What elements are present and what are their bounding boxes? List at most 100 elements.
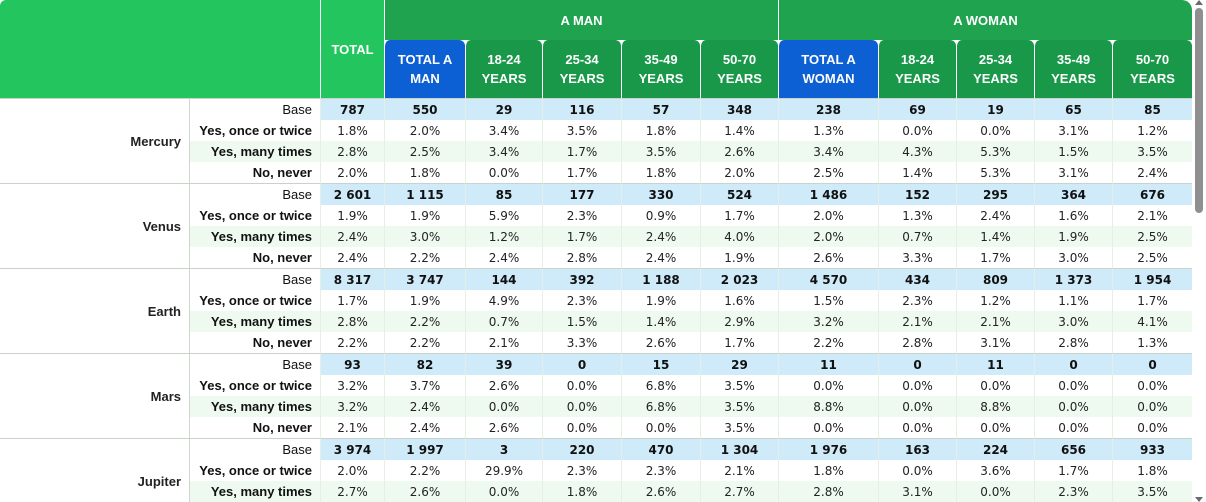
table-cell: 224 — [956, 438, 1034, 460]
table-cell: 1.2% — [465, 226, 542, 247]
header-man-25-34[interactable]: 25-34 YEARS — [542, 40, 621, 98]
table-cell: 1.5% — [778, 290, 878, 311]
table-row: Yes, once or twice 1.7% 1.9% 4.9% 2.3% 1.9% 1.… — [0, 290, 1192, 311]
table-cell: 29.9% — [465, 460, 542, 481]
table-cell: 2.1% — [878, 311, 956, 332]
table-cell: 3.4% — [465, 141, 542, 162]
scroll-up-icon[interactable] — [1195, 0, 1203, 5]
table-cell: 2.0% — [320, 162, 384, 183]
table-cell: 2.2% — [320, 332, 384, 353]
table-cell: 1.7% — [956, 247, 1034, 268]
table-cell: 1.7% — [542, 226, 621, 247]
header-woman-25-34[interactable]: 25-34 YEARS — [956, 40, 1034, 98]
table-cell: 0.0% — [778, 375, 878, 396]
table-cell: 6.8% — [621, 396, 700, 417]
table-cell: 1.5% — [542, 311, 621, 332]
table-cell: 0.0% — [1112, 396, 1192, 417]
table-cell: 6.8% — [621, 375, 700, 396]
header-woman-35-49[interactable]: 35-49 YEARS — [1034, 40, 1112, 98]
table-row: Yes, many times 2.4% 3.0% 1.2% 1.7% 2.4% 4.0% 2… — [0, 226, 1192, 247]
planet-group-label: Venus — [0, 183, 190, 268]
table-cell: 3.5% — [700, 375, 778, 396]
table-cell: 2.2% — [384, 332, 465, 353]
table-cell: 1.8% — [778, 460, 878, 481]
table-cell: 0.9% — [621, 205, 700, 226]
table-cell: 3.5% — [1112, 481, 1192, 502]
table-cell: 3.1% — [1034, 162, 1112, 183]
table-cell: 1.9% — [621, 290, 700, 311]
table-cell: 3.5% — [542, 120, 621, 141]
scroll-down-icon[interactable] — [1195, 497, 1203, 502]
table-cell: 5.9% — [465, 205, 542, 226]
table-cell: 4 570 — [778, 268, 878, 290]
table-cell: 3.5% — [700, 417, 778, 438]
header-total-man[interactable]: TOTAL A MAN — [384, 40, 465, 98]
base-row-label: Base — [190, 268, 320, 290]
table-cell: 1.7% — [1034, 460, 1112, 481]
table-cell: 0.0% — [878, 460, 956, 481]
table-cell: 2.2% — [384, 460, 465, 481]
header-group-woman[interactable]: A WOMAN — [778, 0, 1192, 40]
table-cell: 1 997 — [384, 438, 465, 460]
table-row: Yes, once or twice 3.2% 3.7% 2.6% 0.0% 6.8% 3.… — [0, 375, 1192, 396]
table-cell: 1.8% — [384, 162, 465, 183]
table-cell: 0.0% — [956, 481, 1034, 502]
table-row: Yes, many times 2.7% 2.6% 0.0% 1.8% 2.6% 2.7% 2… — [0, 481, 1192, 502]
table-row: Venus Base 2 601 1 115 85 177 330 524 1 486 152 29… — [0, 183, 1192, 268]
table-cell: 0.0% — [878, 417, 956, 438]
vertical-scrollbar[interactable] — [1192, 0, 1206, 502]
table-cell: 4.1% — [1112, 311, 1192, 332]
table-row: No, never 2.4% 2.2% 2.4% 2.8% 2.4% 1.9% 2.6% 3.3… — [0, 247, 1192, 268]
table-cell: 3.4% — [465, 120, 542, 141]
table-cell: 0.0% — [956, 375, 1034, 396]
table-cell: 116 — [542, 98, 621, 120]
header-total[interactable]: TOTAL — [320, 0, 384, 98]
once-or-twice-row-label: Yes, once or twice — [199, 293, 312, 308]
table-cell: 1.3% — [778, 120, 878, 141]
table-cell: 3.6% — [956, 460, 1034, 481]
table-cell: 1.2% — [956, 290, 1034, 311]
table-cell: 29 — [700, 353, 778, 375]
table-cell: 0.0% — [778, 417, 878, 438]
never-row-label: No, never — [252, 420, 312, 435]
table-cell: 15 — [621, 353, 700, 375]
table-cell: 0.0% — [1034, 375, 1112, 396]
table-cell: 163 — [878, 438, 956, 460]
table-cell: 1 304 — [700, 438, 778, 460]
header-woman-50-70[interactable]: 50-70 YEARS — [1112, 40, 1192, 98]
table-cell: 2.6% — [621, 481, 700, 502]
table-cell: 4.3% — [878, 141, 956, 162]
table-cell: 4.0% — [700, 226, 778, 247]
table-cell: 550 — [384, 98, 465, 120]
table-cell: 1 115 — [384, 183, 465, 205]
table-cell: 470 — [621, 438, 700, 460]
table-cell: 1.7% — [320, 290, 384, 311]
table-row: Jupiter Base 3 974 1 997 3 220 470 1 304 1 976 16… — [0, 438, 1192, 502]
header-group-man[interactable]: A MAN — [384, 0, 778, 40]
table-cell: 2.4% — [465, 247, 542, 268]
table-cell: 2.5% — [384, 141, 465, 162]
header-total-woman[interactable]: TOTAL A WOMAN — [778, 40, 878, 98]
table-cell: 0.0% — [1112, 417, 1192, 438]
table-cell: 0 — [1112, 353, 1192, 375]
header-man-50-70[interactable]: 50-70 YEARS — [700, 40, 778, 98]
header-man-18-24[interactable]: 18-24 YEARS — [465, 40, 542, 98]
table-cell: 2.3% — [542, 460, 621, 481]
table-cell: 2.6% — [465, 417, 542, 438]
header-man-35-49[interactable]: 35-49 YEARS — [621, 40, 700, 98]
table-cell: 85 — [1112, 98, 1192, 120]
table-cell: 0.0% — [542, 396, 621, 417]
table-cell: 787 — [320, 98, 384, 120]
scrollbar-thumb[interactable] — [1195, 8, 1203, 213]
table-cell: 524 — [700, 183, 778, 205]
table-cell: 57 — [621, 98, 700, 120]
table-cell: 19 — [956, 98, 1034, 120]
table-cell: 2.3% — [878, 290, 956, 311]
table-cell: 144 — [465, 268, 542, 290]
header-woman-18-24[interactable]: 18-24 YEARS — [878, 40, 956, 98]
table-cell: 2.1% — [956, 311, 1034, 332]
table-cell: 434 — [878, 268, 956, 290]
many-times-row-label: Yes, many times — [190, 311, 320, 332]
table-row: Yes, once or twice 1.9% 1.9% 5.9% 2.3% 0.9% 1.… — [0, 205, 1192, 226]
